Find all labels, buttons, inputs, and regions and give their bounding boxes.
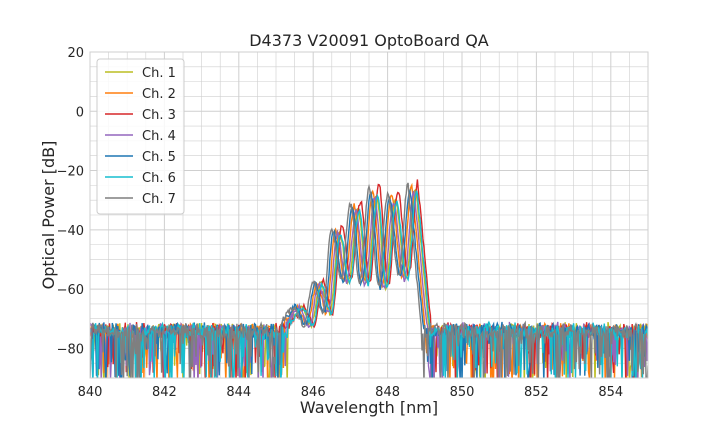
x-tick-label: 852	[524, 385, 549, 400]
x-tick-label: 846	[301, 385, 326, 400]
x-tick-label: 842	[152, 385, 177, 400]
y-tick-labels: −80 −60 −40 −20 0 20	[57, 46, 84, 357]
y-tick-label: 0	[76, 105, 84, 120]
legend-entry: Ch. 5	[142, 150, 176, 165]
series-line-ch-7	[90, 182, 648, 378]
legend-entry: Ch. 6	[142, 171, 176, 186]
y-axis-label: Optical Power [dB]	[39, 141, 58, 290]
legend-entry: Ch. 3	[142, 108, 176, 123]
legend-entry: Ch. 7	[142, 192, 176, 207]
legend-entry: Ch. 1	[142, 66, 176, 81]
y-tick-label: −80	[57, 342, 84, 357]
legend-box	[96, 58, 185, 215]
legend: Ch. 1 Ch. 2 Ch. 3 Ch. 4 Ch. 5 Ch. 6 Ch. 7	[96, 58, 185, 215]
y-tick-label: 20	[67, 46, 84, 61]
x-tick-label: 850	[450, 385, 475, 400]
legend-entry: Ch. 2	[142, 87, 176, 102]
x-tick-labels: 840 842 844 846 848 850 852 854	[78, 385, 624, 400]
x-tick-label: 844	[226, 385, 251, 400]
plot-frame	[89, 51, 649, 379]
series-layer	[90, 179, 648, 378]
series-line-ch-6	[90, 190, 648, 378]
y-tick-label: −40	[57, 224, 84, 239]
x-tick-label: 840	[78, 385, 103, 400]
legend-entry: Ch. 4	[142, 129, 176, 144]
x-tick-label: 848	[375, 385, 400, 400]
y-tick-label: −20	[57, 165, 84, 180]
y-tick-label: −60	[57, 283, 84, 298]
x-axis-label: Wavelength [nm]	[300, 398, 438, 417]
chart-title: D4373 V20091 OptoBoard QA	[249, 31, 489, 50]
x-tick-label: 854	[598, 385, 623, 400]
